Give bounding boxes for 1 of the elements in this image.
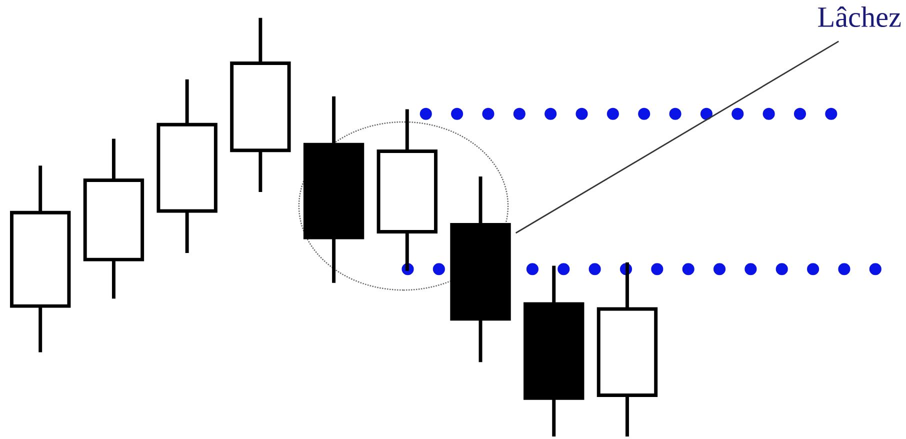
text: Lâchez [818,6,901,28]
